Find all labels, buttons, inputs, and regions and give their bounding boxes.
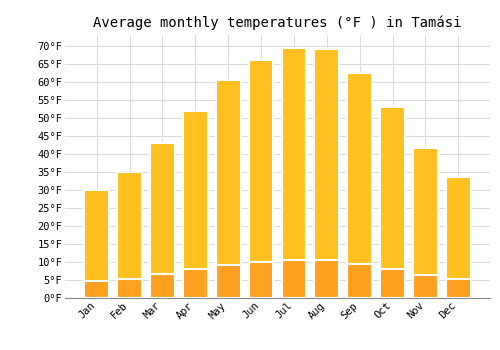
Bar [84,190,109,298]
Bar [314,260,339,298]
Bar [446,279,470,298]
Bar [183,111,208,298]
Bar [413,148,438,298]
Bar [282,48,306,298]
Bar [216,265,240,298]
Bar [216,80,240,298]
Bar [446,177,470,298]
Bar [380,107,405,298]
Bar [183,270,208,298]
Bar [150,143,174,298]
Title: Average monthly temperatures (°F ) in Tamási: Average monthly temperatures (°F ) in Ta… [93,15,462,30]
Bar [117,279,142,298]
Bar [84,281,109,298]
Bar [348,264,372,298]
Bar [413,275,438,298]
Bar [248,262,274,298]
Bar [282,260,306,298]
Bar [248,60,274,298]
Bar [150,274,174,298]
Bar [117,172,142,298]
Bar [380,269,405,298]
Bar [314,49,339,298]
Bar [348,73,372,298]
